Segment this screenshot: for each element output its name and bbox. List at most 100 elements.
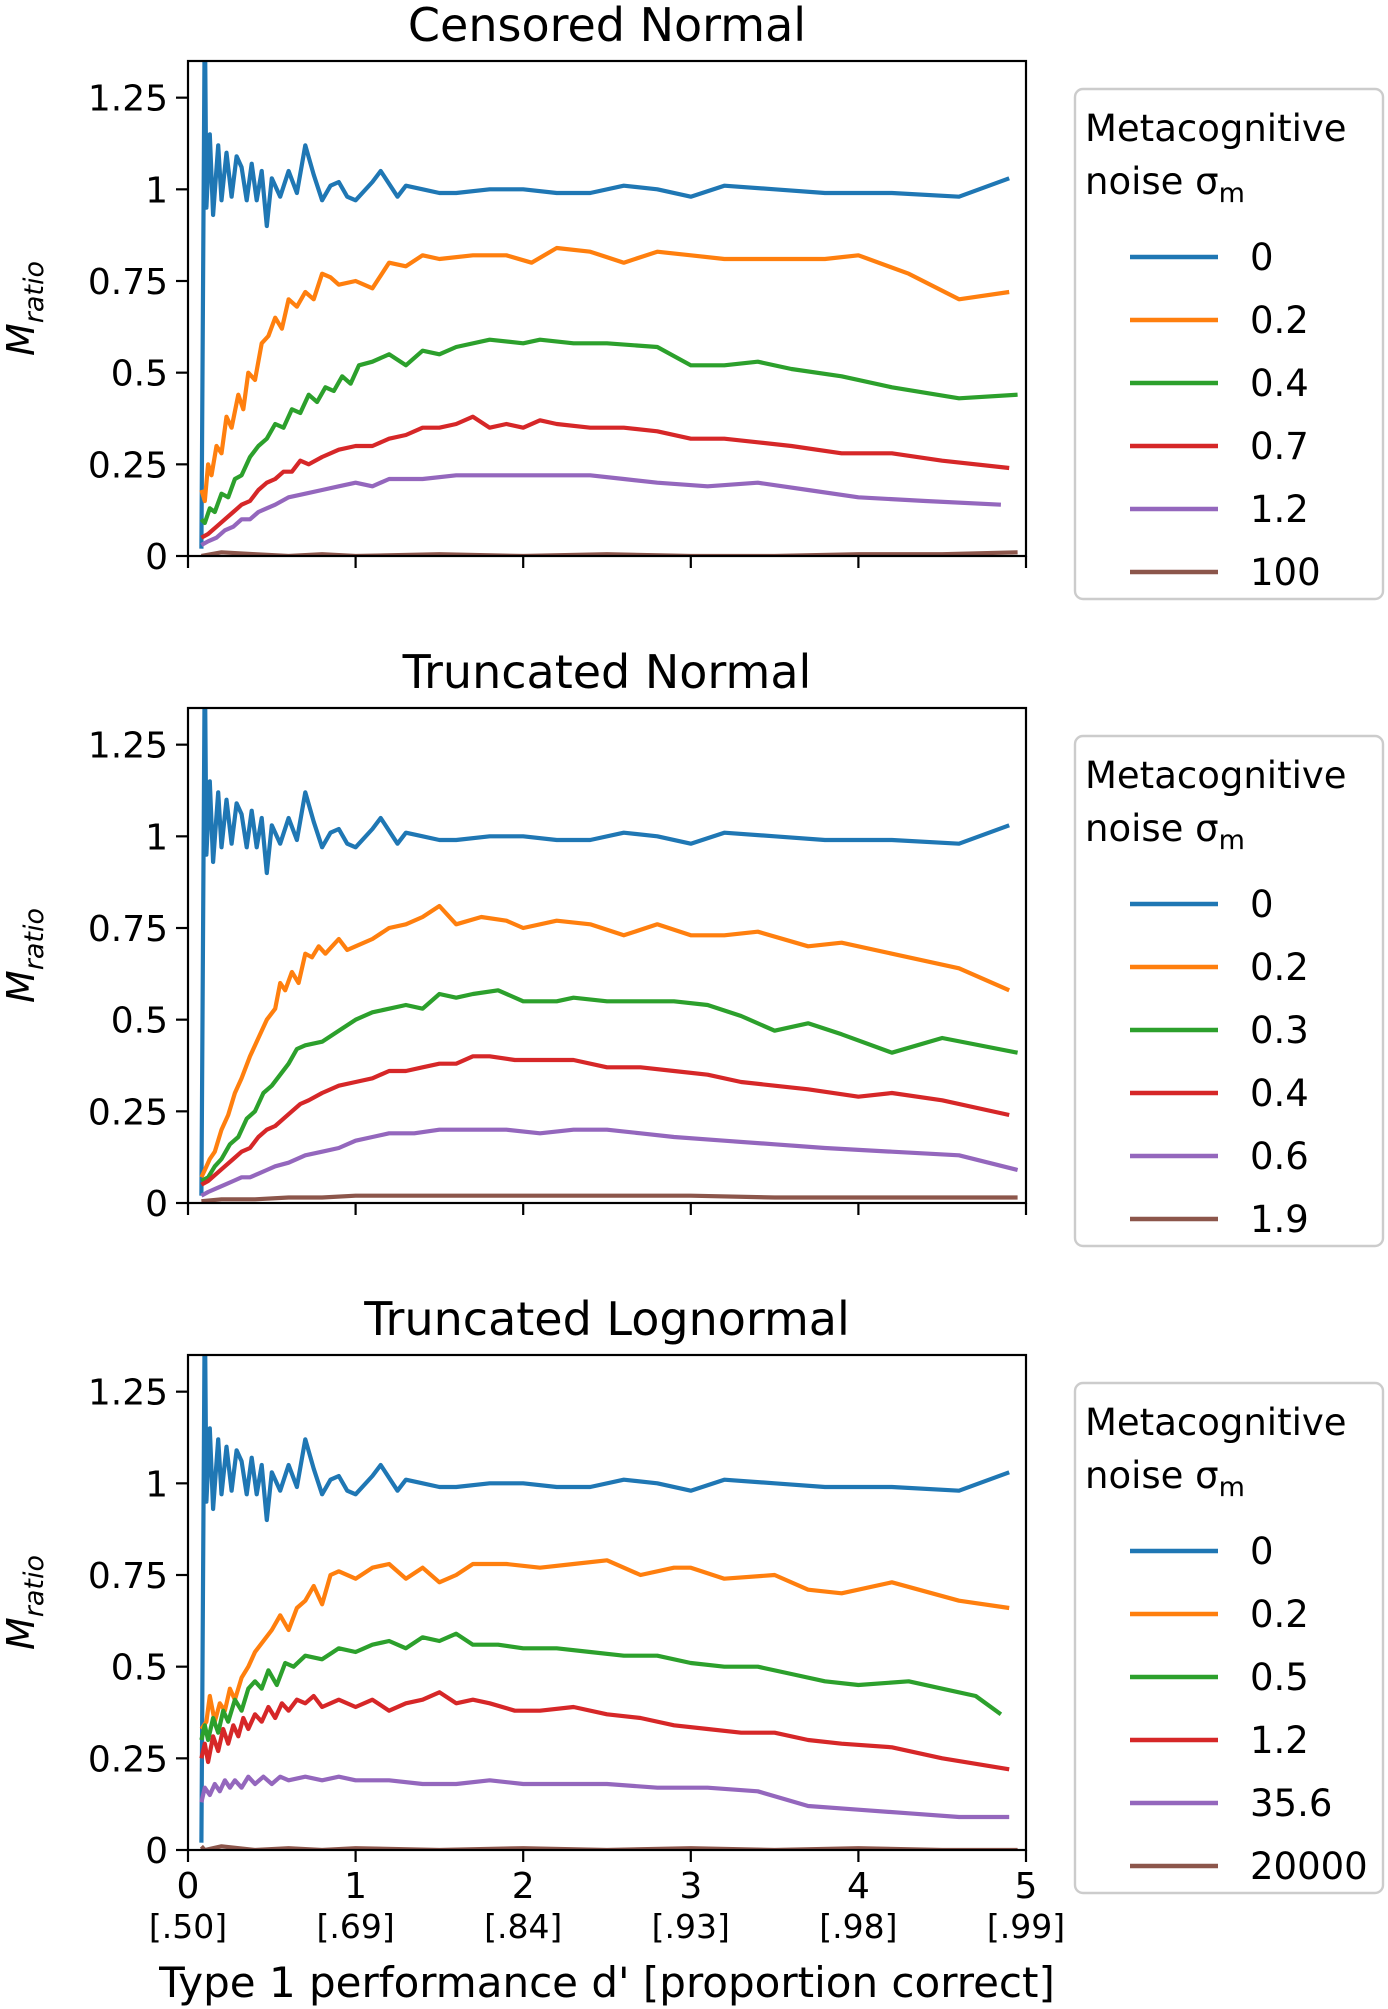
x-tick-label: 0 — [177, 1866, 200, 1907]
legend: Metacognitive noise σm0 0.2 0.4 0.7 1.2 100 — [1073, 87, 1385, 601]
legend-label-2: 0.2 — [1250, 946, 1309, 989]
x-tick-sublabel: [.99] — [987, 1907, 1065, 1946]
y-tick-label: 0 — [145, 1184, 168, 1225]
series-line-4 — [199, 1690, 1010, 1772]
y-tick-label: 0.25 — [88, 1739, 168, 1780]
legend-title-sub: m — [1219, 825, 1245, 856]
legend-title-main: noise σ — [1085, 807, 1219, 850]
series-group — [199, 1355, 1018, 1850]
chart-panel-2: Truncated Normal00.250.50.7511.25MratioM… — [0, 645, 1385, 1248]
legend-label-3: 0.3 — [1250, 1009, 1309, 1052]
legend-box — [1073, 734, 1385, 1248]
legend-label-5: 1.2 — [1250, 488, 1309, 531]
x-tick-sublabel: [.93] — [652, 1907, 730, 1946]
y-tick-label: 1.25 — [88, 1373, 168, 1414]
y-axis-label-main: M — [0, 323, 43, 356]
y-tick-label: 0 — [145, 537, 168, 578]
series-line-3 — [200, 988, 1019, 1183]
legend-label-6: 1.9 — [1250, 1198, 1309, 1241]
y-tick-label: 1.25 — [88, 79, 168, 120]
legend-label-1: 0 — [1250, 883, 1274, 926]
series-line-4 — [200, 1054, 1010, 1187]
series-line-2 — [199, 245, 1010, 504]
series-line-5 — [199, 1774, 1010, 1820]
y-axis-label-main: M — [0, 970, 43, 1003]
chart-title: Censored Normal — [408, 0, 806, 52]
x-tick-sublabel: [.98] — [819, 1907, 897, 1946]
chart-panel-3: Truncated Lognormal00.250.50.7511.250[.5… — [0, 1292, 1385, 1946]
legend-title-sub: m — [1219, 178, 1245, 209]
x-tick-sublabel: [.69] — [316, 1907, 394, 1946]
x-tick-label: 2 — [512, 1866, 535, 1907]
y-tick-label: 0.5 — [111, 1001, 168, 1042]
plot-frame — [186, 59, 1028, 558]
y-tick-label: 1.25 — [88, 726, 168, 767]
y-axis-label: Mratio — [0, 1555, 50, 1650]
y-tick-label: 0.5 — [111, 1648, 168, 1689]
legend-label-6: 100 — [1250, 551, 1321, 594]
legend-label-2: 0.2 — [1250, 299, 1309, 342]
legend-box — [1073, 87, 1385, 601]
legend-label-5: 35.6 — [1250, 1782, 1332, 1825]
legend: Metacognitive noise σm0 0.2 0.5 1.2 35.6 20000 — [1073, 1381, 1385, 1895]
x-tick-sublabel: [.50] — [149, 1907, 227, 1946]
legend-label-3: 0.4 — [1250, 362, 1309, 405]
series-line-1 — [199, 1355, 1010, 1843]
legend-label-6: 20000 — [1250, 1845, 1368, 1888]
y-tick-label: 1 — [145, 170, 168, 211]
legend-label-5: 0.6 — [1250, 1135, 1309, 1178]
x-tick-label: 1 — [344, 1866, 367, 1907]
x-tick-label: 3 — [679, 1866, 702, 1907]
x-tick-sublabel: [.84] — [484, 1907, 562, 1946]
plot-frame — [186, 706, 1028, 1205]
y-axis-label: Mratio — [0, 908, 50, 1003]
series-line-5 — [200, 1127, 1019, 1198]
legend-label-2: 0.2 — [1250, 1593, 1309, 1636]
y-axis-label-sub: ratio — [19, 261, 50, 323]
legend-title-line2: noise σm — [1085, 1454, 1245, 1503]
y-tick-label: 0.75 — [88, 262, 168, 303]
legend-title-sub: m — [1219, 1472, 1245, 1503]
x-axis-label: Type 1 performance d' [proportion correc… — [158, 1958, 1055, 2007]
chart-title: Truncated Lognormal — [363, 1292, 850, 1346]
legend-label-1: 0 — [1250, 1530, 1274, 1573]
y-axis-label-sub: ratio — [19, 908, 50, 970]
y-tick-label: 0.5 — [111, 354, 168, 395]
y-axis-label: Mratio — [0, 261, 50, 356]
y-tick-label: 0.25 — [88, 445, 168, 486]
series-group — [199, 61, 1018, 556]
series-line-1 — [199, 61, 1010, 549]
legend-title-line2: noise σm — [1085, 160, 1245, 209]
y-tick-label: 0 — [145, 1831, 168, 1872]
chart-panel-1: Censored Normal 0 0.25 0.5 0.75 1 1.25 Mratio Me… — [0, 0, 1385, 601]
plot-frame — [186, 1353, 1028, 1852]
legend-label-4: 0.7 — [1250, 425, 1309, 468]
legend-title-main: noise σ — [1085, 1454, 1219, 1497]
legend-title-line1: Metacognitive — [1085, 754, 1347, 797]
series-line-2 — [199, 903, 1011, 1179]
legend-label-3: 0.5 — [1250, 1656, 1309, 1699]
y-tick-label: 0.75 — [88, 909, 168, 950]
series-line-5 — [200, 473, 1002, 547]
series-line-2 — [199, 1558, 1010, 1731]
series-line-3 — [199, 1631, 1003, 1743]
chart-title: Truncated Normal — [402, 645, 812, 699]
legend-title-line1: Metacognitive — [1085, 107, 1347, 150]
series-line-1 — [199, 708, 1010, 1196]
legend-box — [1073, 1381, 1385, 1895]
legend: Metacognitive noise σm0 0.2 0.3 0.4 0.6 1.9 — [1073, 734, 1385, 1248]
y-tick-label: 1 — [145, 1464, 168, 1505]
series-line-3 — [199, 337, 1018, 526]
x-tick-label: 4 — [847, 1866, 870, 1907]
y-axis-label-sub: ratio — [19, 1555, 50, 1617]
legend-title-line1: Metacognitive — [1085, 1401, 1347, 1444]
series-line-4 — [200, 414, 1010, 540]
series-line-6 — [199, 1844, 1018, 1850]
y-axis-label-main: M — [0, 1617, 43, 1650]
x-tick-label: 5 — [1015, 1866, 1038, 1907]
series-line-6 — [201, 1193, 1018, 1203]
legend-label-4: 1.2 — [1250, 1719, 1309, 1762]
legend-title-main: noise σ — [1085, 160, 1219, 203]
y-tick-label: 0.75 — [88, 1556, 168, 1597]
